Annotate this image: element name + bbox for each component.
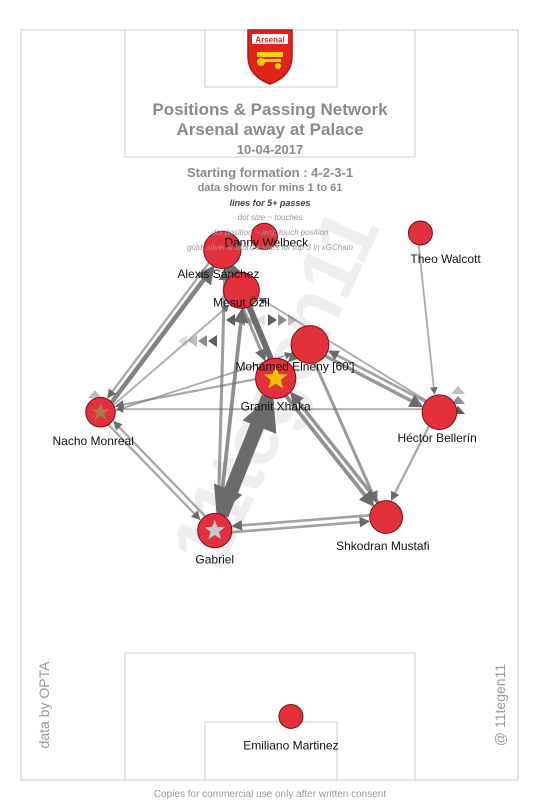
pass-line-elneny-mustafi xyxy=(313,362,378,504)
arrow-up-marker xyxy=(451,396,465,404)
chart-date: 10-04-2017 xyxy=(236,142,304,157)
pass-line-sanchez-ozil xyxy=(223,265,232,276)
pass-line-xhaka-mustafi xyxy=(284,394,375,507)
pass-line-elneny-xhaka xyxy=(287,350,300,363)
player-label-ozil: Mesut Özil xyxy=(213,295,270,309)
player-label-welbeck: Danny Welbeck xyxy=(224,235,309,249)
player-node-bellerin[interactable] xyxy=(421,394,458,430)
arrow-up-marker xyxy=(88,390,102,398)
note-stars: gold, silver & bronze stars for top-3 in… xyxy=(187,243,353,252)
arrow-right-marker xyxy=(268,314,277,326)
pass-line-monreal-gabriel xyxy=(107,424,201,521)
pass-line-bellerin-mustafi xyxy=(390,425,430,501)
chart-match: Arsenal away at Palace xyxy=(176,120,364,139)
pass-line-walcott-bellerin xyxy=(417,245,438,395)
star-gold-icon xyxy=(263,365,288,389)
player-label-monreal: Nacho Monreal xyxy=(53,434,134,448)
minutes-text: data shown for mins 1 to 61 xyxy=(197,182,343,194)
arsenal-crest: Arsenal xyxy=(247,29,293,85)
player-node-sanchez[interactable] xyxy=(203,230,242,269)
player-label-mustafi: Shkodran Mustafi xyxy=(336,539,429,553)
note-dot-position: dot position ~ avg. touch position xyxy=(211,228,329,237)
pass-line-gabriel-monreal xyxy=(113,420,206,517)
player-label-gabriel: Gabriel xyxy=(195,553,234,567)
pass-line-xhaka-monreal xyxy=(114,378,256,410)
data-source-label: data by OPTA xyxy=(36,661,52,749)
pass-line-bellerin-ozil xyxy=(258,297,427,402)
player-node-ozil[interactable] xyxy=(223,272,260,309)
bottom-goal-box xyxy=(204,721,338,781)
pass-line-monreal-sanchez xyxy=(109,265,215,404)
arrow-right-marker xyxy=(278,314,287,326)
pass-line-sanchez-monreal xyxy=(107,262,210,399)
player-node-martinez[interactable] xyxy=(278,703,304,729)
arrow-left-marker xyxy=(208,335,217,347)
player-label-bellerin: Héctor Bellerín xyxy=(397,431,476,445)
player-label-walcott: Theo Walcott xyxy=(410,252,481,266)
lines-note: lines for 5+ passes xyxy=(229,198,311,208)
player-label-xhaka: Granit Xhaka xyxy=(241,399,311,413)
crest-text: Arsenal xyxy=(255,36,284,45)
pass-lines xyxy=(107,245,438,534)
arrow-left-marker xyxy=(256,314,265,326)
formation-text: Starting formation : 4-2-3-1 xyxy=(186,165,354,180)
player-nodes xyxy=(85,220,458,729)
author-handle: @ 11tegen11 xyxy=(492,663,508,747)
arrow-left-marker xyxy=(188,335,197,347)
arrow-left-marker xyxy=(198,335,207,347)
chart-title: Positions & Passing Network xyxy=(152,100,388,119)
arrow-up-marker xyxy=(451,386,465,394)
pass-line-elneny-bellerin xyxy=(324,354,424,408)
player-label-martinez: Emiliano Martinez xyxy=(243,738,338,752)
player-label-sanchez: Alexis Sánchez xyxy=(177,267,259,281)
pass-line-monreal-ozil xyxy=(113,304,230,406)
arrow-left-marker xyxy=(226,314,235,326)
player-node-elneny[interactable] xyxy=(290,325,330,364)
footer-note: Copies for commercial use only after wri… xyxy=(153,789,387,800)
pass-line-gabriel-mustafi xyxy=(231,516,371,534)
star-silver-icon xyxy=(204,519,225,540)
pass-line-gabriel-ozil xyxy=(217,307,249,515)
player-labels: Alexis Sánchez Danny Welbeck Mesut Özil The… xyxy=(53,235,482,752)
pass-line-bellerin-elneny xyxy=(327,350,427,403)
player-label-elneny: Mohamed Elneny [60'] xyxy=(235,360,354,374)
star-bronze-icon xyxy=(91,403,110,420)
bottom-penalty-box xyxy=(124,652,416,781)
player-node-walcott[interactable] xyxy=(407,220,433,246)
pass-line-xhaka-gabriel xyxy=(214,394,269,518)
note-dot-size: dot size ~ touches xyxy=(237,213,303,222)
player-node-welbeck[interactable] xyxy=(250,222,278,251)
pass-line-mustafi-gabriel xyxy=(231,513,370,531)
pass-line-mustafi-xhaka xyxy=(290,391,380,504)
player-node-mustafi[interactable] xyxy=(369,500,404,534)
